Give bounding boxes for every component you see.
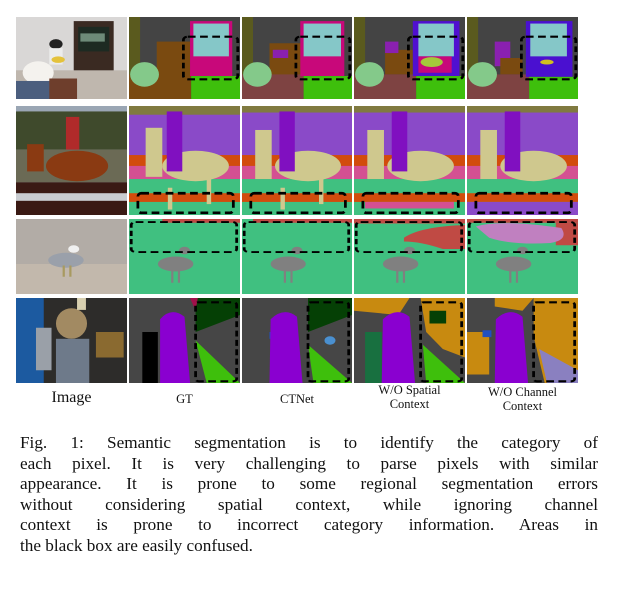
gt-mask-horse (129, 106, 240, 215)
column-label-gt: GT (129, 392, 240, 406)
wo-channel-mask-seagull (467, 219, 578, 294)
input-image-living-room (16, 17, 127, 99)
wo-channel-mask-subway-person (467, 298, 578, 383)
caption-line: context is prone to incorrect category i… (20, 515, 598, 535)
wo-channel-mask-horse (467, 106, 578, 215)
column-label-wo-spatial: W/O Spatial Context (354, 383, 465, 411)
wo-spatial-mask-seagull (354, 219, 465, 294)
column-label-image: Image (16, 389, 127, 406)
ctnet-mask-subway-person (242, 298, 352, 383)
wo-spatial-mask-living-room (354, 17, 465, 99)
column-label-line: Image (51, 389, 92, 406)
figure-caption: Fig. 1: Semantic segmentation is to iden… (20, 433, 598, 557)
input-image-seagull (16, 219, 127, 294)
column-label-line: W/O Channel (487, 385, 558, 399)
wo-channel-mask-living-room (467, 17, 578, 99)
ctnet-mask-horse (242, 106, 352, 215)
gt-mask-subway-person (129, 298, 240, 383)
column-label-ctnet: CTNet (242, 392, 352, 406)
column-label-line: GT (176, 392, 193, 406)
caption-line: the black box are easily confused. (20, 535, 253, 555)
caption-line: without considering spatial context, whi… (20, 494, 598, 514)
column-label-wo-channel: W/O Channel Context (467, 385, 578, 413)
ctnet-mask-seagull (242, 219, 352, 294)
caption-line: Fig. 1: Semantic segmentation is to iden… (20, 433, 598, 452)
gt-mask-living-room (129, 17, 240, 99)
caption-line: appearance. It is prone to some regional… (20, 474, 598, 494)
input-image-subway-person (16, 298, 127, 383)
column-label-line: Context (502, 399, 543, 413)
input-image-horse (16, 106, 127, 215)
caption-line: each pixel. It is very challenging to pa… (20, 453, 598, 473)
gt-mask-seagull (129, 219, 240, 294)
wo-spatial-mask-horse (354, 106, 465, 215)
column-label-line: CTNet (279, 392, 315, 406)
column-label-line: W/O Spatial (378, 383, 441, 397)
wo-spatial-mask-subway-person (354, 298, 465, 383)
ctnet-mask-living-room (242, 17, 352, 99)
column-label-line: Context (389, 397, 430, 411)
